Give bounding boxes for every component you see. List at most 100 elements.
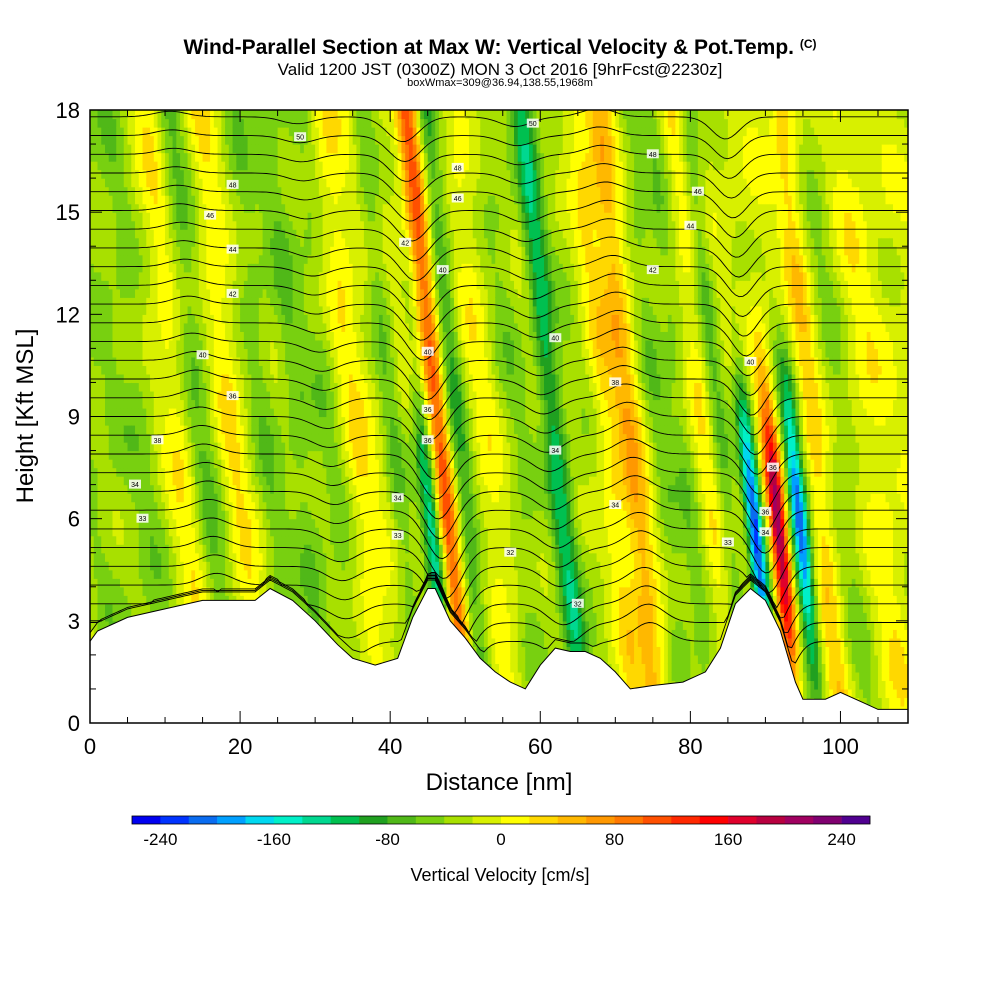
velocity-cell (183, 476, 189, 486)
velocity-cell (172, 382, 177, 392)
velocity-cell (315, 254, 320, 264)
velocity-cell (255, 314, 260, 324)
velocity-cell (131, 442, 136, 452)
velocity-cell (296, 280, 301, 290)
velocity-cell (262, 425, 267, 435)
velocity-cell (345, 161, 350, 171)
velocity-cell (131, 348, 136, 358)
velocity-cell (262, 280, 267, 290)
velocity-cell (330, 586, 335, 596)
velocity-cell (108, 152, 114, 162)
velocity-cell (90, 356, 95, 367)
velocity-cell (221, 544, 226, 554)
velocity-cell (228, 552, 234, 562)
velocity-cell (232, 416, 237, 426)
velocity-cell (337, 127, 342, 137)
velocity-cell (292, 348, 297, 358)
velocity-cell (101, 110, 106, 120)
velocity-cell (176, 356, 181, 367)
velocity-cell (131, 373, 136, 384)
velocity-cell (138, 373, 144, 384)
velocity-cell (198, 271, 204, 281)
velocity-cell (213, 118, 219, 128)
velocity-cell (270, 127, 275, 137)
velocity-cell (225, 476, 230, 486)
velocity-cell (255, 450, 260, 460)
velocity-cell (120, 373, 125, 384)
velocity-cell (206, 339, 211, 349)
velocity-cell (337, 110, 342, 120)
velocity-cell (292, 501, 297, 511)
velocity-cell (112, 527, 117, 537)
velocity-cell (146, 450, 151, 460)
velocity-cell (90, 416, 95, 426)
velocity-cell (105, 578, 110, 588)
velocity-cell (187, 459, 192, 469)
velocity-cell (176, 544, 181, 554)
velocity-cell (123, 569, 129, 579)
velocity-cell (112, 169, 117, 179)
velocity-cell (172, 305, 177, 315)
velocity-cell (105, 135, 110, 145)
velocity-cell (165, 382, 170, 392)
velocity-cell (165, 118, 170, 128)
velocity-cell (337, 390, 342, 401)
velocity-cell (333, 493, 339, 503)
velocity-cell (296, 433, 301, 443)
velocity-cell (101, 246, 106, 256)
velocity-cell (105, 246, 110, 256)
velocity-cell (172, 110, 177, 120)
velocity-cell (232, 161, 237, 171)
velocity-cell (161, 356, 166, 367)
velocity-cell (217, 203, 222, 213)
velocity-cell (315, 493, 320, 503)
velocity-cell (202, 535, 207, 545)
velocity-cell (258, 544, 264, 554)
velocity-cell (258, 407, 264, 418)
velocity-cell (311, 535, 316, 545)
velocity-cell (97, 476, 102, 486)
velocity-cell (198, 212, 204, 222)
velocity-cell (191, 178, 196, 188)
velocity-cell (311, 433, 316, 443)
velocity-cell (330, 322, 335, 332)
velocity-cell (165, 459, 170, 469)
velocity-cell (217, 212, 222, 222)
velocity-cell (228, 399, 234, 409)
velocity-cell (281, 339, 286, 349)
velocity-cell (112, 365, 117, 375)
velocity-cell (296, 578, 301, 588)
velocity-cell (322, 110, 327, 120)
velocity-cell (187, 416, 192, 426)
velocity-cell (281, 527, 286, 537)
velocity-cell (262, 561, 267, 571)
velocity-cell (311, 348, 316, 358)
velocity-cell (146, 169, 151, 179)
velocity-cell (318, 297, 324, 307)
velocity-cell (285, 544, 290, 554)
velocity-cell (116, 339, 121, 349)
velocity-cell (187, 484, 192, 494)
velocity-cell (225, 263, 230, 273)
velocity-cell (187, 297, 192, 307)
velocity-cell (330, 373, 335, 384)
velocity-cell (116, 135, 121, 145)
velocity-cell (217, 407, 222, 418)
velocity-cell (251, 229, 256, 239)
velocity-cell (183, 390, 189, 401)
velocity-cell (292, 493, 297, 503)
velocity-cell (337, 169, 342, 179)
velocity-cell (180, 229, 185, 239)
velocity-cell (138, 552, 144, 562)
velocity-cell (101, 459, 106, 469)
velocity-cell (195, 501, 200, 511)
velocity-cell (183, 527, 189, 537)
velocity-cell (123, 442, 129, 452)
velocity-cell (176, 314, 181, 324)
velocity-cell (153, 586, 159, 596)
velocity-cell (326, 484, 331, 494)
velocity-cell (168, 161, 174, 171)
velocity-cell (281, 561, 286, 571)
velocity-cell (262, 433, 267, 443)
velocity-cell (296, 161, 301, 171)
